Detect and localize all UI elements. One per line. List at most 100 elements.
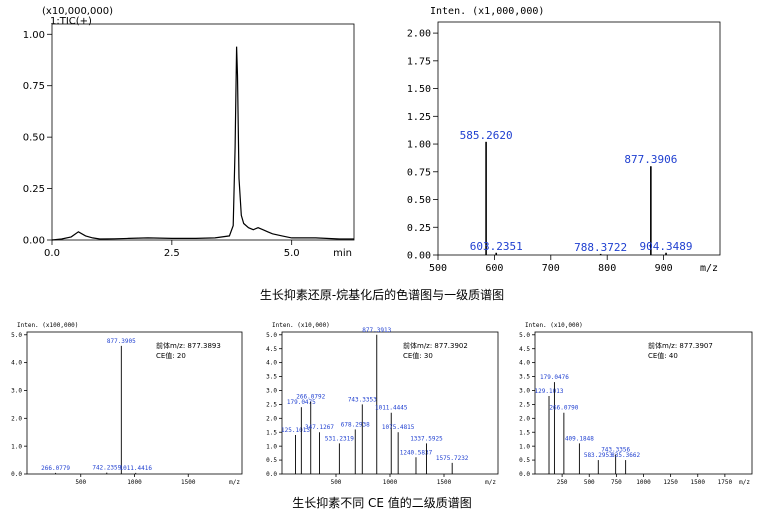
ms1-ytick-label: 0.75: [407, 167, 431, 178]
ms1-scale-label: Inten. (x1,000,000): [430, 6, 544, 17]
ms2_ce30-ytick-label: 4.0: [266, 360, 277, 367]
ms2_ce30-xtick-label: 1500: [437, 479, 452, 486]
ms2_ce30-peak-label: 678.2938: [341, 421, 370, 428]
ms2_ce20-xtick-label: 500: [75, 479, 86, 486]
ms2_ce20-peak-label: 877.3905: [107, 338, 136, 345]
ms2_ce40-xlabel: m/z: [739, 479, 750, 486]
ms2_ce30-peak-label: 179.0475: [287, 399, 316, 406]
ms2_ce30-xtick-label: 1000: [383, 479, 398, 486]
ms2_ce30-ytick-label: 2.5: [266, 401, 277, 408]
ms1-ytick-label: 2.00: [407, 29, 431, 40]
ms2_ce40-peak-label: 266.0790: [549, 405, 578, 412]
ms2_ce20-peak-label: 266.0779: [41, 465, 70, 472]
ms2_ce30-precursor: 前体m/z: 877.3902: [403, 341, 468, 350]
ms2_ce40-ytick-label: 5.0: [519, 332, 530, 339]
tic-ytick-label: 0.25: [23, 184, 45, 195]
ms2_ce30-xtick-label: 500: [331, 479, 342, 486]
ms2_ce30-ytick-label: 2.0: [266, 415, 277, 422]
ms2_ce40-ytick-label: 4.0: [519, 360, 530, 367]
ms2_ce40-xtick-label: 1250: [663, 479, 678, 486]
ms2_ce30-ytick-label: 4.5: [266, 346, 277, 353]
ms2_ce40-plot-frame: [534, 331, 753, 475]
tic-trace: [51, 46, 354, 241]
ms1-plot-frame: [437, 21, 721, 256]
ms2_ce40-xtick-label: 250: [557, 479, 568, 486]
ms2_ce40-ytick-label: 0.0: [519, 471, 530, 478]
ms2_ce30-peak-label: 743.3353: [348, 396, 377, 403]
ms2_ce40-ytick-label: 0.5: [519, 457, 530, 464]
ms2_ce20-ytick-label: 0.0: [11, 471, 22, 478]
ms2_ce30-peak-label: 1575.7232: [436, 455, 469, 462]
ms1-xtick-label: 900: [655, 263, 673, 274]
ms2_ce40-ytick-label: 3.5: [519, 374, 530, 381]
tic-ytick-label: 0.75: [23, 81, 45, 92]
ms2_ce20-scale-label: Inten. (x100,000): [17, 322, 78, 329]
ms2_ce40-ce: CE值: 40: [648, 351, 678, 360]
ms2_ce40-peak-label: 583.2953: [584, 452, 613, 459]
ms2_ce40-xtick-label: 1000: [636, 479, 651, 486]
ms2_ce20-ytick-label: 4.0: [11, 360, 22, 367]
caption-top: 生长抑素还原-烷基化后的色谱图与一级质谱图: [259, 288, 505, 302]
ms2_ce20-ytick-label: 5.0: [11, 332, 22, 339]
ms1-peak-label: 603.2351: [470, 240, 523, 253]
tic-xtick-label: 0.0: [44, 248, 60, 259]
tic-xtick-label: 2.5: [164, 248, 180, 259]
ms1-xlabel: m/z: [700, 263, 718, 274]
ms2_ce30-ytick-label: 0.0: [266, 471, 277, 478]
ms2_ce30-scale-label: Inten. (x10,000): [272, 322, 330, 329]
ms2_ce30-peak-label: 1011.4445: [375, 405, 408, 412]
ms2_ce40-ytick-label: 2.5: [519, 401, 530, 408]
ms2_ce30-ce: CE值: 30: [403, 351, 433, 360]
ms2_ce30-xlabel: m/z: [485, 479, 496, 486]
ms2_ce20-peak-label: 1011.4416: [119, 465, 152, 472]
ms2_ce40-peak-label: 129.1013: [535, 388, 564, 395]
ms1-ytick-label: 0.00: [407, 251, 431, 262]
ms2_ce20-xtick-label: 1500: [181, 479, 196, 486]
ms1-ytick-label: 0.50: [407, 195, 431, 206]
tic-plot-frame: [51, 23, 355, 241]
ms2_ce40-peak-label: 743.3356: [601, 447, 630, 454]
ms2_ce40-peak-label: 179.0476: [540, 374, 569, 381]
ms2_ce40-ytick-label: 1.5: [519, 429, 530, 436]
ms1-ytick-label: 1.00: [407, 140, 431, 151]
ms1-peak-label: 904.3489: [640, 240, 693, 253]
ms2_ce40-precursor: 前体m/z: 877.3907: [648, 341, 713, 350]
ms2_ce30-peak-label: 531.2319: [325, 435, 354, 442]
ms2_ce40-xtick-label: 1500: [691, 479, 706, 486]
ms1-xtick-label: 700: [542, 263, 560, 274]
ms2_ce40-peak-label: 409.1848: [565, 435, 594, 442]
ms2_ce40-scale-label: Inten. (x10,000): [525, 322, 583, 329]
tic-scale-label: (x10,000,000): [42, 6, 113, 17]
ms2_ce40-ytick-label: 2.0: [519, 415, 530, 422]
ms1-peak-label: 877.3906: [624, 153, 677, 166]
tic-ytick-label: 0.50: [23, 133, 45, 144]
ms2_ce40-ytick-label: 3.0: [519, 388, 530, 395]
tic-ytick-label: 0.00: [23, 236, 45, 247]
ms2_ce30-peak-label: 1075.4815: [382, 424, 415, 431]
ms2_ce20-plot-frame: [26, 331, 243, 475]
ms2_ce30-peak-label: 1240.5837: [400, 449, 433, 456]
tic-xlabel: min: [333, 248, 352, 259]
ms2_ce30-ytick-label: 1.0: [266, 443, 277, 450]
ms2_ce30-peak-label: 125.1013: [281, 427, 310, 434]
ms2_ce40-xtick-label: 750: [611, 479, 622, 486]
ms2_ce30-peak-label: 1337.5925: [410, 435, 443, 442]
ms2_ce20-ytick-label: 2.0: [11, 415, 22, 422]
tic-xtick-label: 5.0: [284, 248, 300, 259]
ms2_ce30-ytick-label: 5.0: [266, 332, 277, 339]
ms2_ce20-xtick-label: 1000: [127, 479, 142, 486]
ms2_ce40-peak-label: 835.3662: [611, 452, 640, 459]
ms2_ce30-peak-label: 347.1267: [305, 424, 334, 431]
ms2_ce20-precursor: 前体m/z: 877.3893: [156, 341, 221, 350]
ms1-ytick-label: 0.25: [407, 223, 431, 234]
ms2_ce40-xtick-label: 500: [584, 479, 595, 486]
caption-bottom: 生长抑素不同 CE 值的二级质谱图: [292, 496, 472, 510]
ms2_ce30-ytick-label: 3.5: [266, 374, 277, 381]
ms2_ce30-ytick-label: 1.5: [266, 429, 277, 436]
ms2_ce30-peak-label: 266.0792: [296, 394, 325, 401]
ms2_ce20-peak-label: 742.2359: [92, 465, 121, 472]
ms1-peak-label: 788.3722: [574, 241, 627, 254]
ms2_ce40-ytick-label: 4.5: [519, 346, 530, 353]
ms2_ce20-ytick-label: 3.0: [11, 388, 22, 395]
